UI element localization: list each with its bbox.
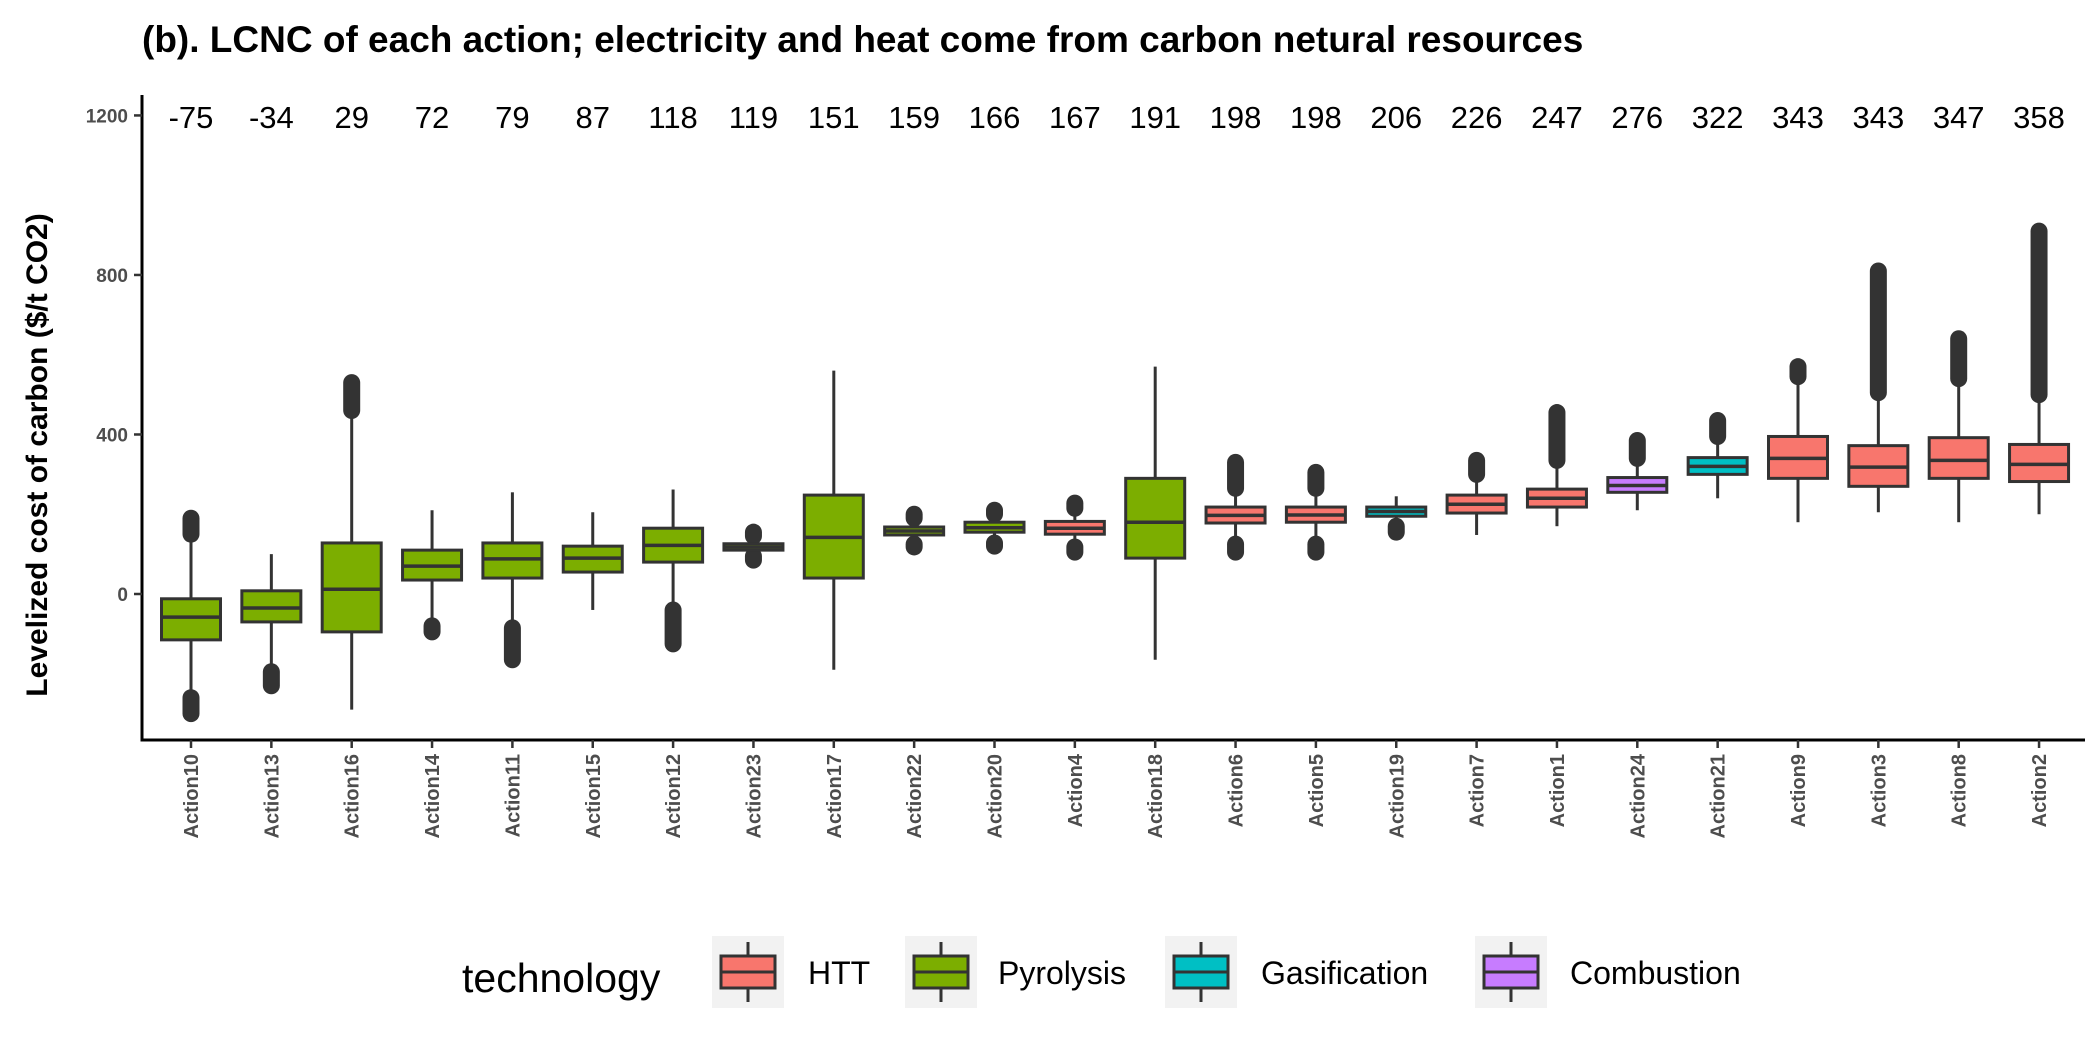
x-tick-labels: Action10 Action13 Action16 Action14 Action11…: [181, 740, 2051, 838]
box-Action22: [883, 505, 946, 556]
mean-label: 226: [1451, 100, 1503, 135]
mean-label: -34: [249, 100, 294, 135]
x-tick-label: Action3: [1868, 754, 1890, 827]
mean-label: 343: [1852, 100, 1904, 135]
box-iqr: [160, 597, 222, 642]
mean-label: 159: [888, 100, 940, 135]
mean-label: 206: [1370, 100, 1422, 135]
x-tick-label: Action4: [1065, 753, 1087, 827]
mean-label: 29: [334, 100, 368, 135]
y-tick-label: 1200: [86, 106, 128, 127]
mean-label: 198: [1290, 100, 1342, 135]
x-tick-label: Action13: [261, 754, 283, 838]
x-tick-label: Action1: [1547, 754, 1569, 827]
box-Action3: [1847, 262, 1910, 513]
x-tick-label: Action21: [1708, 754, 1730, 838]
x-tick-label: Action8: [1949, 754, 1971, 827]
box-Action10: [160, 509, 222, 723]
mean-label: 322: [1692, 100, 1744, 135]
y-tick-label: 0: [117, 585, 128, 606]
x-tick-label: Action17: [824, 754, 846, 838]
box-iqr: [1124, 476, 1187, 560]
box-Action20: [963, 501, 1026, 555]
x-tick-label: Action14: [422, 753, 444, 838]
x-tick-label: Action24: [1627, 753, 1649, 838]
mean-label: 72: [415, 100, 449, 135]
mean-label: 276: [1611, 100, 1663, 135]
mean-label: 358: [2013, 100, 2065, 135]
box-Action2: [2008, 222, 2071, 515]
box-Action5: [1284, 463, 1347, 561]
box-Action16: [320, 374, 383, 710]
x-tick-label: Action20: [985, 754, 1007, 838]
legend-label: HTT: [808, 955, 870, 991]
mean-label: 191: [1129, 100, 1181, 135]
box-Action14: [401, 510, 464, 641]
x-tick-label: Action15: [583, 754, 605, 838]
box-Action24: [1606, 431, 1669, 511]
box-Action19: [1365, 496, 1428, 541]
x-tick-label: Action19: [1386, 754, 1408, 838]
x-tick-label: Action6: [1226, 754, 1248, 827]
box-Action12: [642, 489, 705, 653]
axes: 0 400 800 1200: [86, 95, 2085, 742]
x-tick-label: Action22: [904, 754, 926, 838]
x-tick-label: Action16: [342, 754, 364, 838]
legend-item-pyrolysis: Pyrolysis: [905, 936, 1126, 1008]
x-tick-label: Action10: [181, 754, 203, 838]
box-Action8: [1927, 330, 1990, 523]
legend-label: Combustion: [1570, 955, 1741, 991]
box-Action21: [1686, 412, 1749, 499]
box-Action18: [1124, 366, 1187, 660]
box-Action1: [1525, 404, 1588, 527]
box-Action11: [481, 492, 544, 669]
boxes: [160, 222, 2071, 723]
legend-item-combustion: Combustion: [1475, 936, 1741, 1008]
box-Action4: [1043, 494, 1106, 561]
mean-label: 87: [576, 100, 610, 135]
mean-label: 79: [495, 100, 529, 135]
legend-item-htt: HTT: [712, 936, 870, 1008]
box-Action17: [802, 370, 865, 670]
box-Action23: [722, 523, 785, 569]
y-tick-label: 400: [96, 425, 128, 446]
x-tick-label: Action5: [1306, 754, 1328, 827]
box-iqr: [320, 541, 383, 634]
box-Action15: [561, 512, 624, 610]
x-tick-label: Action12: [663, 754, 685, 838]
box-Action7: [1445, 451, 1508, 535]
legend-label: Pyrolysis: [998, 955, 1126, 991]
legend: technology HTT Pyrolysis Gasification Combu…: [462, 936, 1741, 1008]
mean-label: 166: [969, 100, 1021, 135]
x-tick-label: Action7: [1467, 754, 1489, 827]
mean-label: 119: [729, 100, 778, 135]
legend-item-gasification: Gasification: [1165, 936, 1428, 1008]
x-tick-label: Action11: [502, 754, 524, 837]
box-Action6: [1204, 453, 1267, 561]
box-Action9: [1767, 358, 1829, 523]
mean-label: -75: [169, 100, 214, 135]
x-tick-label: Action9: [1788, 754, 1810, 827]
mean-labels: -75 -34 29 72 79 87 118 119 151 159 166 167 191 198 19…: [169, 100, 2065, 135]
y-axis-label: Levelized cost of carbon ($/t CO2): [21, 213, 54, 696]
mean-label: 247: [1531, 100, 1583, 135]
x-tick-label: Action2: [2029, 754, 2051, 827]
box-iqr: [1927, 436, 1990, 480]
x-tick-label: Action18: [1145, 754, 1167, 838]
mean-label: 347: [1933, 100, 1985, 135]
legend-label: Gasification: [1261, 955, 1428, 991]
legend-title: technology: [462, 955, 661, 1001]
box-Action13: [240, 554, 303, 695]
chart-title: (b). LCNC of each action; electricity an…: [142, 19, 1583, 60]
mean-label: 167: [1049, 100, 1101, 135]
mean-label: 118: [648, 100, 697, 135]
mean-label: 151: [808, 100, 860, 135]
x-tick-label: Action23: [743, 754, 765, 838]
mean-label: 343: [1772, 100, 1824, 135]
y-tick-label: 800: [96, 266, 128, 287]
mean-label: 198: [1210, 100, 1262, 135]
